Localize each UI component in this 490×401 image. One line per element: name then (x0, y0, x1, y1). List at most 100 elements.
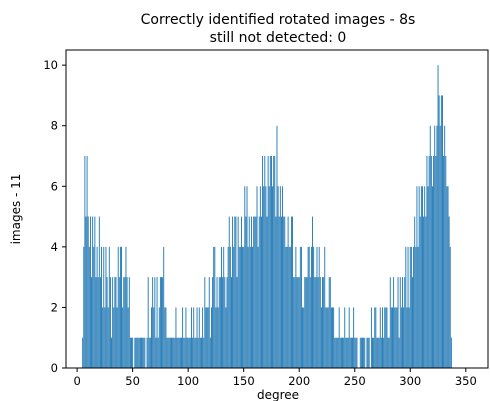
bar (169, 337, 171, 368)
bar (294, 277, 296, 368)
bar (406, 307, 408, 368)
bar (177, 337, 179, 368)
bar (261, 216, 262, 368)
bar (352, 337, 353, 368)
bar (355, 337, 357, 368)
bar (425, 216, 427, 368)
bar (283, 216, 285, 368)
bar (449, 246, 451, 368)
bar (443, 156, 445, 368)
bar (259, 186, 261, 368)
bar (89, 216, 91, 368)
bar (348, 307, 350, 368)
bar (272, 186, 274, 368)
bar (420, 186, 422, 368)
bar (354, 337, 356, 368)
bar (347, 337, 349, 368)
bar (91, 277, 92, 368)
bar (95, 277, 97, 368)
bar (442, 95, 443, 369)
bar (395, 307, 397, 368)
bar (206, 307, 208, 368)
bar (438, 95, 440, 369)
bar (99, 277, 101, 368)
bar (436, 125, 438, 369)
bar (141, 337, 142, 368)
bar (244, 186, 246, 368)
bar (286, 246, 288, 368)
bar (275, 216, 277, 368)
bar (362, 337, 363, 368)
bar (186, 337, 188, 368)
bar (363, 337, 365, 368)
bar (85, 216, 87, 368)
bar (215, 307, 217, 368)
bar (253, 216, 255, 368)
bar (404, 277, 406, 368)
bar (308, 246, 310, 368)
bar (276, 125, 278, 369)
bar (118, 277, 120, 368)
bar (103, 246, 105, 368)
bar (342, 337, 343, 368)
bar (125, 246, 127, 368)
bar (289, 246, 291, 368)
bar (435, 156, 437, 368)
bar (104, 307, 106, 368)
bar (264, 156, 266, 368)
bar (440, 95, 442, 369)
bar (136, 337, 138, 368)
bar (399, 277, 401, 368)
bar (106, 277, 108, 368)
bar (360, 337, 362, 368)
bar (212, 277, 214, 368)
bar (255, 216, 257, 368)
bar (228, 216, 230, 368)
bar (188, 337, 190, 368)
bar (424, 186, 426, 368)
bar (194, 337, 196, 368)
bar (327, 307, 329, 368)
bar (305, 277, 307, 368)
bar (413, 246, 415, 368)
bar (309, 277, 311, 368)
bar (191, 307, 192, 368)
bar (222, 277, 224, 368)
x-tick-label: 100 (177, 374, 199, 388)
bar (208, 277, 210, 368)
bar (187, 337, 189, 368)
y-tick-label: 8 (51, 119, 58, 133)
bar (414, 216, 416, 368)
y-tick-label: 4 (51, 240, 58, 254)
bar (280, 216, 282, 368)
bar (239, 246, 241, 368)
bar (149, 337, 151, 368)
bar (152, 277, 154, 368)
bar (247, 246, 249, 368)
bar (397, 277, 399, 368)
bar (164, 307, 166, 368)
bar (417, 246, 419, 368)
bar (388, 337, 390, 368)
bar (147, 277, 149, 368)
bar (87, 216, 89, 368)
bar (231, 277, 232, 368)
bar (447, 186, 449, 368)
bar (439, 125, 441, 369)
bar (299, 246, 301, 368)
bar (446, 186, 448, 368)
bar (405, 246, 407, 368)
bar (165, 307, 167, 368)
bar (409, 246, 411, 368)
bar (318, 246, 320, 368)
y-axis-ticks: 0 2 4 6 8 10 (43, 58, 66, 375)
bar (277, 186, 279, 368)
bar (132, 337, 134, 368)
bar (346, 337, 348, 368)
bar (313, 246, 315, 368)
bar (218, 277, 220, 368)
bar (168, 337, 170, 368)
bar (197, 337, 199, 368)
bar (274, 156, 276, 368)
bar (408, 307, 410, 368)
